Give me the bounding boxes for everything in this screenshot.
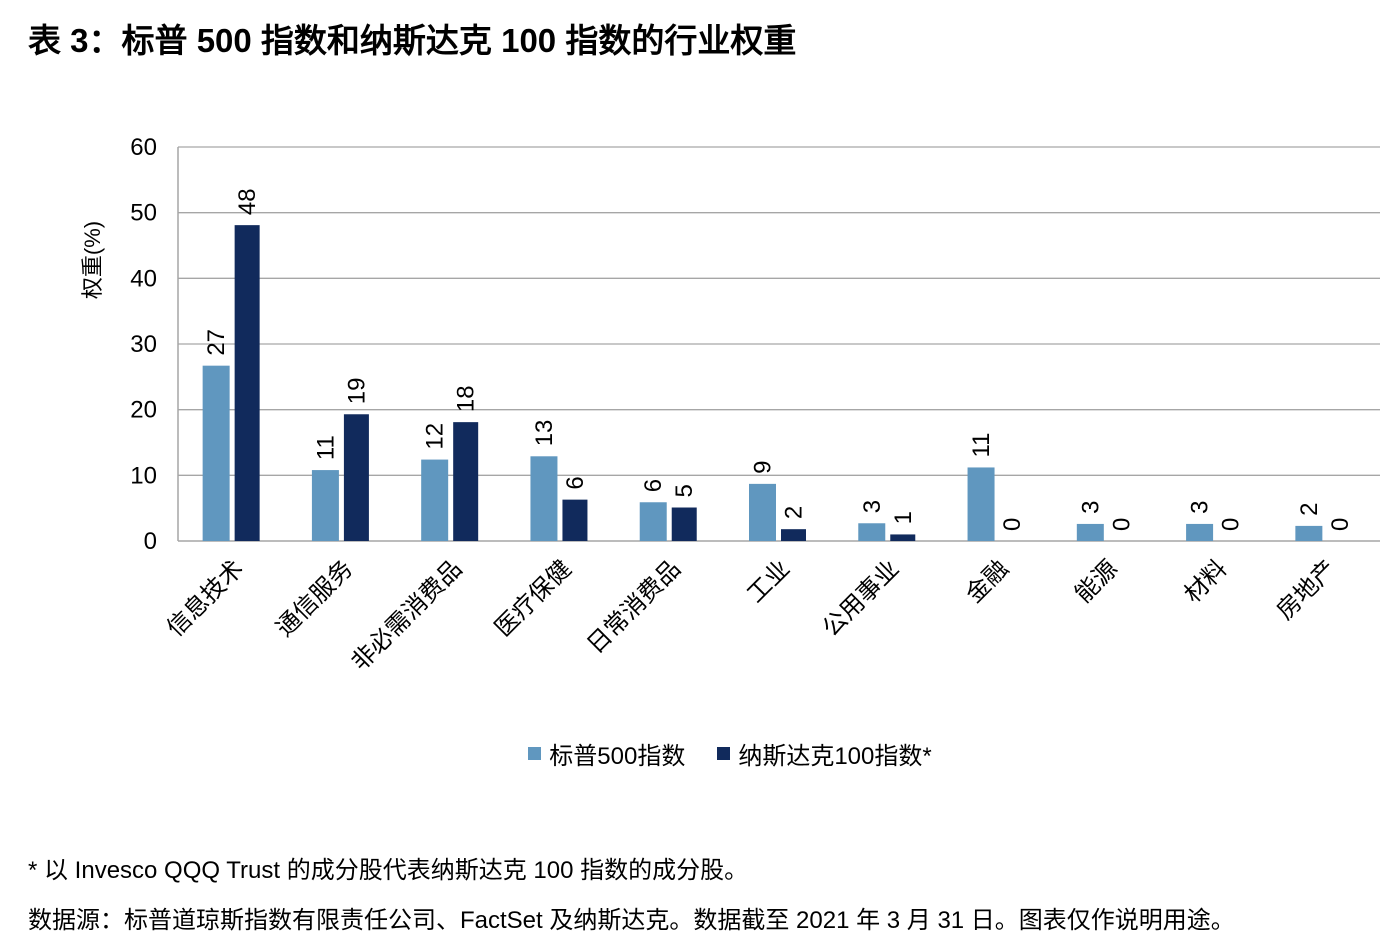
chart-title: 表 3：标普 500 指数和纳斯达克 100 指数的行业权重 [28,22,797,59]
bar-nasdaq100 [671,507,697,541]
data-label: 12 [422,423,449,450]
data-label: 2 [1296,503,1323,516]
data-label: 3 [859,500,886,513]
bar-nasdaq100 [343,414,369,541]
bar-sp500 [1076,523,1104,541]
bar-nasdaq100 [234,225,260,542]
y-tick-label: 40 [130,265,157,292]
data-label: 0 [1108,518,1135,531]
bar-sp500 [858,523,886,541]
data-label: 27 [203,329,230,356]
data-label: 13 [531,420,558,447]
legend-item-sp500: 标普500指数 [528,736,685,771]
x-tick-label: 日常消费品 [582,555,686,659]
bar-sp500 [967,467,995,541]
data-label: 11 [968,433,995,458]
x-tick-label: 信息技术 [162,555,249,642]
legend-label: 标普500指数 [549,743,686,770]
data-label: 19 [343,378,370,405]
x-tick-label: 公用事业 [818,555,905,642]
legend: 标普500指数 纳斯达克100指数* [0,736,1400,771]
data-label: 2 [781,506,808,519]
legend-label: 纳斯达克100指数* [738,743,932,770]
data-label: 1 [890,511,917,524]
bar-sp500 [311,470,339,541]
footnote: * 以 Invesco QQQ Trust 的成分股代表纳斯达克 100 指数的… [28,857,749,884]
data-label: 0 [1327,518,1354,531]
x-tick-label: 工业 [742,555,795,608]
data-label: 5 [671,484,698,497]
legend-swatch [717,747,731,760]
bar-sp500 [202,365,230,541]
bar-sp500 [1295,525,1323,541]
x-tick-label: 通信服务 [271,555,358,642]
data-label: 6 [562,476,589,489]
legend-swatch [528,747,542,760]
bar-nasdaq100 [890,534,916,541]
bar-nasdaq100 [453,422,479,541]
data-label: 48 [234,188,261,215]
x-tick-label: 金融 [961,555,1014,608]
bar-nasdaq100 [562,499,588,541]
data-label: 3 [1077,501,1104,514]
legend-item-nasdaq100: 纳斯达克100指数* [717,736,932,771]
bar-sp500 [421,459,449,541]
data-label: 0 [1218,518,1245,531]
y-tick-label: 10 [130,462,157,489]
x-tick-label: 非必需消费品 [347,555,468,676]
x-tick-label: 房地产 [1272,555,1342,625]
y-tick-label: 30 [130,331,157,358]
data-label: 0 [999,518,1026,531]
bar-sp500 [749,483,776,541]
data-label: 11 [312,435,339,460]
y-tick-label: 20 [130,397,157,424]
bar-nasdaq100 [781,529,806,541]
bar-chart: 0102030405060权重(%)2748信息技术1119通信服务1218非必… [80,134,1380,676]
y-tick-label: 60 [130,134,157,161]
bar-sp500 [1186,523,1214,541]
data-label: 9 [750,461,777,474]
bar-sp500 [639,502,667,541]
x-tick-label: 医疗保健 [490,555,577,642]
data-label: 6 [640,479,667,492]
source-note: 数据源：标普道琼斯指数有限责任公司、FactSet 及纳斯达克。数据截至 202… [28,907,1235,934]
data-label: 3 [1187,501,1214,514]
bar-sp500 [530,456,558,541]
x-tick-label: 能源 [1070,555,1123,608]
y-tick-label: 50 [130,200,157,227]
data-label: 18 [453,385,480,412]
y-axis-label: 权重(%) [80,221,105,299]
x-tick-label: 材料 [1179,555,1232,608]
y-tick-label: 0 [144,528,157,555]
